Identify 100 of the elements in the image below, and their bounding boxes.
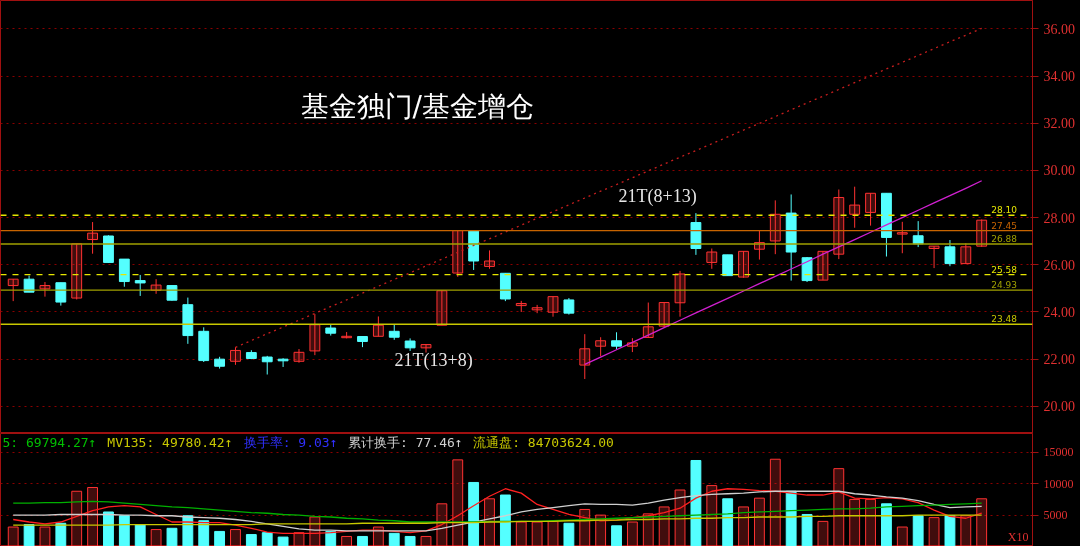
bar — [341, 535, 353, 546]
bar — [515, 521, 527, 546]
candlestick — [87, 221, 99, 255]
y-tick-label: 15000 — [1043, 445, 1074, 460]
candlestick — [436, 289, 448, 326]
y-tick-label: 30.00 — [1043, 163, 1075, 179]
bar — [23, 524, 35, 546]
bar — [960, 515, 972, 546]
bar — [801, 513, 813, 546]
annotation: 换手率: 9.03↑ — [243, 434, 338, 450]
bar — [785, 490, 797, 546]
annotation: 流通盘: 84703624.00 — [473, 434, 614, 450]
candlestick — [452, 230, 464, 278]
bar — [87, 486, 99, 546]
bar — [738, 506, 749, 546]
candlestick — [309, 313, 321, 356]
candlestick — [547, 296, 559, 318]
bar — [563, 522, 575, 546]
candlestick — [134, 274, 146, 297]
bar — [388, 532, 400, 546]
bar — [420, 535, 432, 546]
bar — [928, 517, 940, 546]
candlestick — [960, 242, 972, 265]
bar — [198, 520, 210, 546]
bar — [55, 522, 67, 546]
candlestick — [801, 256, 813, 283]
candlestick — [658, 302, 670, 328]
y-tick-label: 24.00 — [1043, 304, 1075, 320]
bar — [39, 526, 51, 546]
candlestick — [833, 189, 845, 260]
text: 基金独门/基金增仓 — [300, 89, 534, 123]
bar — [7, 526, 19, 546]
candlestick — [722, 254, 734, 277]
bar — [817, 520, 829, 546]
bar — [881, 503, 892, 546]
ref-line-label: 25.58 — [991, 264, 1018, 275]
bar — [595, 514, 607, 546]
y-tick-label: 26.00 — [1043, 257, 1075, 273]
candlestick — [531, 304, 543, 314]
candlestick — [7, 278, 19, 302]
candlestick — [849, 186, 861, 229]
bar — [531, 521, 543, 546]
bar — [484, 498, 495, 546]
bar — [325, 530, 337, 546]
bar — [976, 498, 988, 546]
bar — [499, 494, 511, 546]
candlestick — [928, 245, 940, 269]
candlestick — [595, 336, 607, 357]
bar — [357, 535, 368, 546]
annotation: 21T(8+13) — [618, 185, 697, 207]
bar — [71, 490, 83, 546]
line-series — [12, 500, 983, 523]
bar — [833, 468, 845, 546]
bar — [468, 481, 480, 546]
bar — [865, 498, 876, 546]
bar — [166, 527, 178, 546]
bar — [404, 535, 416, 546]
bar — [754, 497, 765, 546]
candlestick — [896, 221, 908, 254]
ref-line-label: 23.48 — [991, 314, 1018, 325]
candlestick — [484, 249, 495, 270]
bar — [293, 532, 305, 546]
y-tick-label: 34.00 — [1043, 69, 1075, 85]
candlestick — [293, 348, 305, 364]
bar — [230, 529, 241, 546]
y-tick-label: 10000 — [1043, 476, 1074, 491]
bar — [134, 524, 146, 546]
candlestick — [912, 220, 924, 248]
y-tick-label: 32.00 — [1043, 116, 1075, 132]
bar — [547, 520, 559, 546]
candlestick — [39, 281, 51, 298]
y-tick-label: 36.00 — [1043, 21, 1075, 37]
annotation: 21T(13+8) — [394, 349, 473, 371]
bar — [103, 511, 114, 546]
y-tick-label: 28.00 — [1043, 210, 1075, 226]
candlestick — [71, 243, 83, 300]
y-tick-label: 5000 — [1043, 508, 1068, 523]
ref-line-label: 26.88 — [991, 234, 1018, 245]
candlestick — [769, 199, 781, 255]
bar — [706, 485, 718, 546]
annotation: 5: 69794.27↑ — [2, 434, 97, 450]
bar — [118, 515, 130, 546]
text: X10 — [1007, 529, 1029, 544]
candlestick — [738, 250, 749, 279]
candlestick — [372, 315, 384, 337]
bar — [912, 515, 924, 546]
bar — [690, 459, 702, 546]
bar — [944, 515, 956, 546]
bar — [372, 526, 384, 546]
bar — [277, 536, 289, 546]
bar — [896, 526, 908, 546]
ref-line-label: 27.45 — [991, 220, 1017, 231]
bar — [579, 508, 591, 546]
ref-line-label: 24.93 — [991, 280, 1017, 291]
bar — [214, 530, 226, 546]
bar — [245, 534, 257, 546]
annotation: 累计换手: 77.46↑ — [348, 434, 463, 450]
candlestick — [420, 344, 432, 354]
candlestick — [706, 248, 718, 270]
y-tick-label: 22.00 — [1043, 352, 1075, 368]
